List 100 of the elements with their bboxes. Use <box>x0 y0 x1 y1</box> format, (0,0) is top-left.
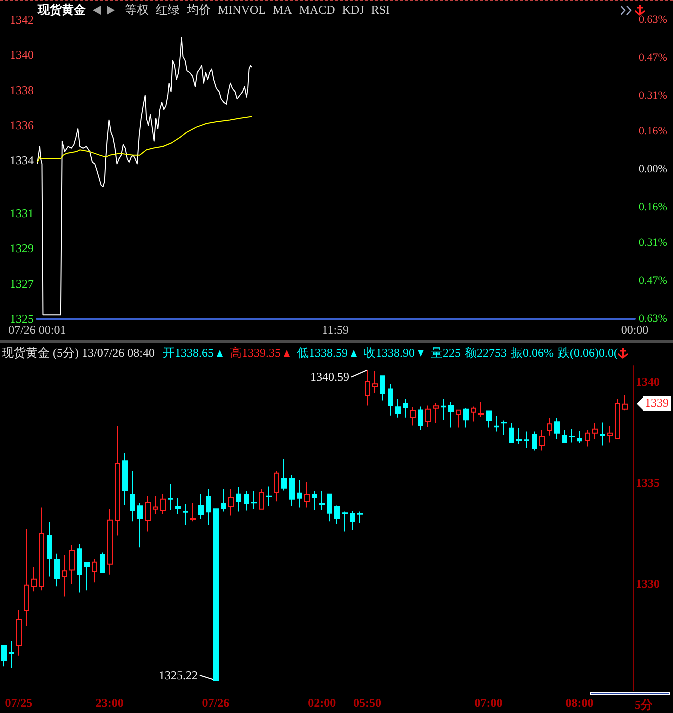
candlestick <box>266 486 272 507</box>
text: RSI <box>371 3 390 18</box>
candlestick <box>425 405 431 428</box>
candlestick <box>274 470 279 502</box>
candlestick <box>175 498 181 514</box>
candlestick <box>107 508 113 576</box>
candlestick <box>160 493 166 514</box>
candlestick <box>600 422 605 446</box>
text: 振0.06% <box>511 346 554 361</box>
annotation: 1325.22 <box>158 668 198 683</box>
candlestick <box>486 410 492 428</box>
candlestick <box>357 511 363 524</box>
x-tick-label: 23:00 <box>96 696 124 710</box>
candlestick <box>501 420 507 436</box>
annotation: 1340.59 <box>310 370 350 384</box>
y-tick-label: 1334 <box>10 154 34 168</box>
candlestick <box>554 418 560 440</box>
candlestick <box>380 376 385 402</box>
candlestick <box>69 544 75 585</box>
candlestick <box>84 562 90 592</box>
candlestick <box>77 544 82 594</box>
candlestick <box>251 490 257 510</box>
text: 等权 <box>125 3 149 18</box>
candlestick <box>516 428 522 446</box>
text: 开1338.65 <box>163 346 215 361</box>
candlestick <box>494 416 499 432</box>
y2-tick-label: 0.63% <box>639 313 668 325</box>
candlestick <box>622 394 628 412</box>
candlestick <box>607 426 613 444</box>
candlestick <box>334 505 340 525</box>
y2-tick-label: 0.31% <box>639 90 668 102</box>
candlestick <box>236 486 241 512</box>
candlestick <box>183 504 188 526</box>
candlestick <box>39 507 44 592</box>
y-tick-label: 1336 <box>10 118 34 133</box>
x-tick-label: 07/25 <box>5 696 33 710</box>
text: MINVOL <box>218 3 266 18</box>
y-tick-label: 1330 <box>636 577 660 592</box>
candlestick <box>206 488 211 526</box>
x-tick-label: 00:00 <box>621 323 649 337</box>
candlestick <box>281 458 287 492</box>
candlestick <box>562 430 567 444</box>
y-tick-label: 1342 <box>10 13 34 27</box>
x-tick-label: 07/26 <box>202 696 230 710</box>
candlestick <box>395 398 401 418</box>
candlestick <box>410 406 416 426</box>
candlestick <box>47 522 52 578</box>
candlestick <box>372 370 378 394</box>
x-axis-title: 5分 <box>635 698 654 712</box>
text: MACD <box>299 3 336 18</box>
candlestick <box>244 490 249 512</box>
y2-tick-label: 0.00% <box>639 164 668 176</box>
candlestick <box>539 430 545 452</box>
candlestick <box>54 553 60 588</box>
candlestick <box>471 406 476 422</box>
text: 跌(0.06)0.0( <box>558 346 618 361</box>
candlestick <box>198 493 204 520</box>
candlestick <box>327 494 332 522</box>
text: 收1338.90 <box>364 346 416 361</box>
candlestick <box>592 423 598 440</box>
candlestick <box>418 406 423 431</box>
y-tick-label: 1329 <box>10 242 34 256</box>
candlestick <box>532 431 537 452</box>
x-tick-label: 11:59 <box>322 323 350 337</box>
text: MA <box>273 3 292 18</box>
candlestick <box>463 408 469 428</box>
candlestick <box>62 554 67 598</box>
x-tick-label: 07/26 00:01 <box>8 323 66 337</box>
candlestick <box>153 496 158 514</box>
chart-title: 现货黄金 (5分) 13/07/26 08:40 <box>2 346 155 361</box>
y-tick-label: 1327 <box>10 276 34 291</box>
y2-tick-label: 0.47% <box>639 275 668 288</box>
x-tick-label: 07:00 <box>474 696 503 710</box>
text: 额22753 <box>465 346 507 361</box>
candlestick <box>585 430 590 448</box>
candlestick <box>228 488 234 516</box>
candlestick <box>9 641 14 669</box>
candlestick <box>365 370 370 406</box>
y2-tick-label: 0.16% <box>639 201 668 214</box>
candlestick <box>388 384 393 416</box>
candlestick <box>168 484 173 511</box>
candlestick <box>433 403 439 424</box>
x-tick-label: 05:50 <box>354 696 382 710</box>
text: 量225 <box>431 346 461 361</box>
candlestick <box>289 474 295 507</box>
candlestick <box>221 488 226 512</box>
candlestick <box>569 428 575 444</box>
candlestick <box>31 566 37 592</box>
y-tick-label: 1325 <box>10 312 34 326</box>
candlestick <box>350 510 355 531</box>
y-tick-label: 1331 <box>10 206 34 220</box>
candlestick <box>24 528 29 626</box>
candlestick <box>615 398 620 439</box>
y2-tick-label: 0.63% <box>639 14 668 26</box>
chart-title: 现货黄金 <box>38 3 86 18</box>
candlestick <box>478 402 484 418</box>
candlestick <box>577 430 582 444</box>
y2-tick-label: 0.16% <box>639 126 668 138</box>
candlestick <box>403 398 408 418</box>
y2-tick-label: 0.31% <box>639 237 668 250</box>
